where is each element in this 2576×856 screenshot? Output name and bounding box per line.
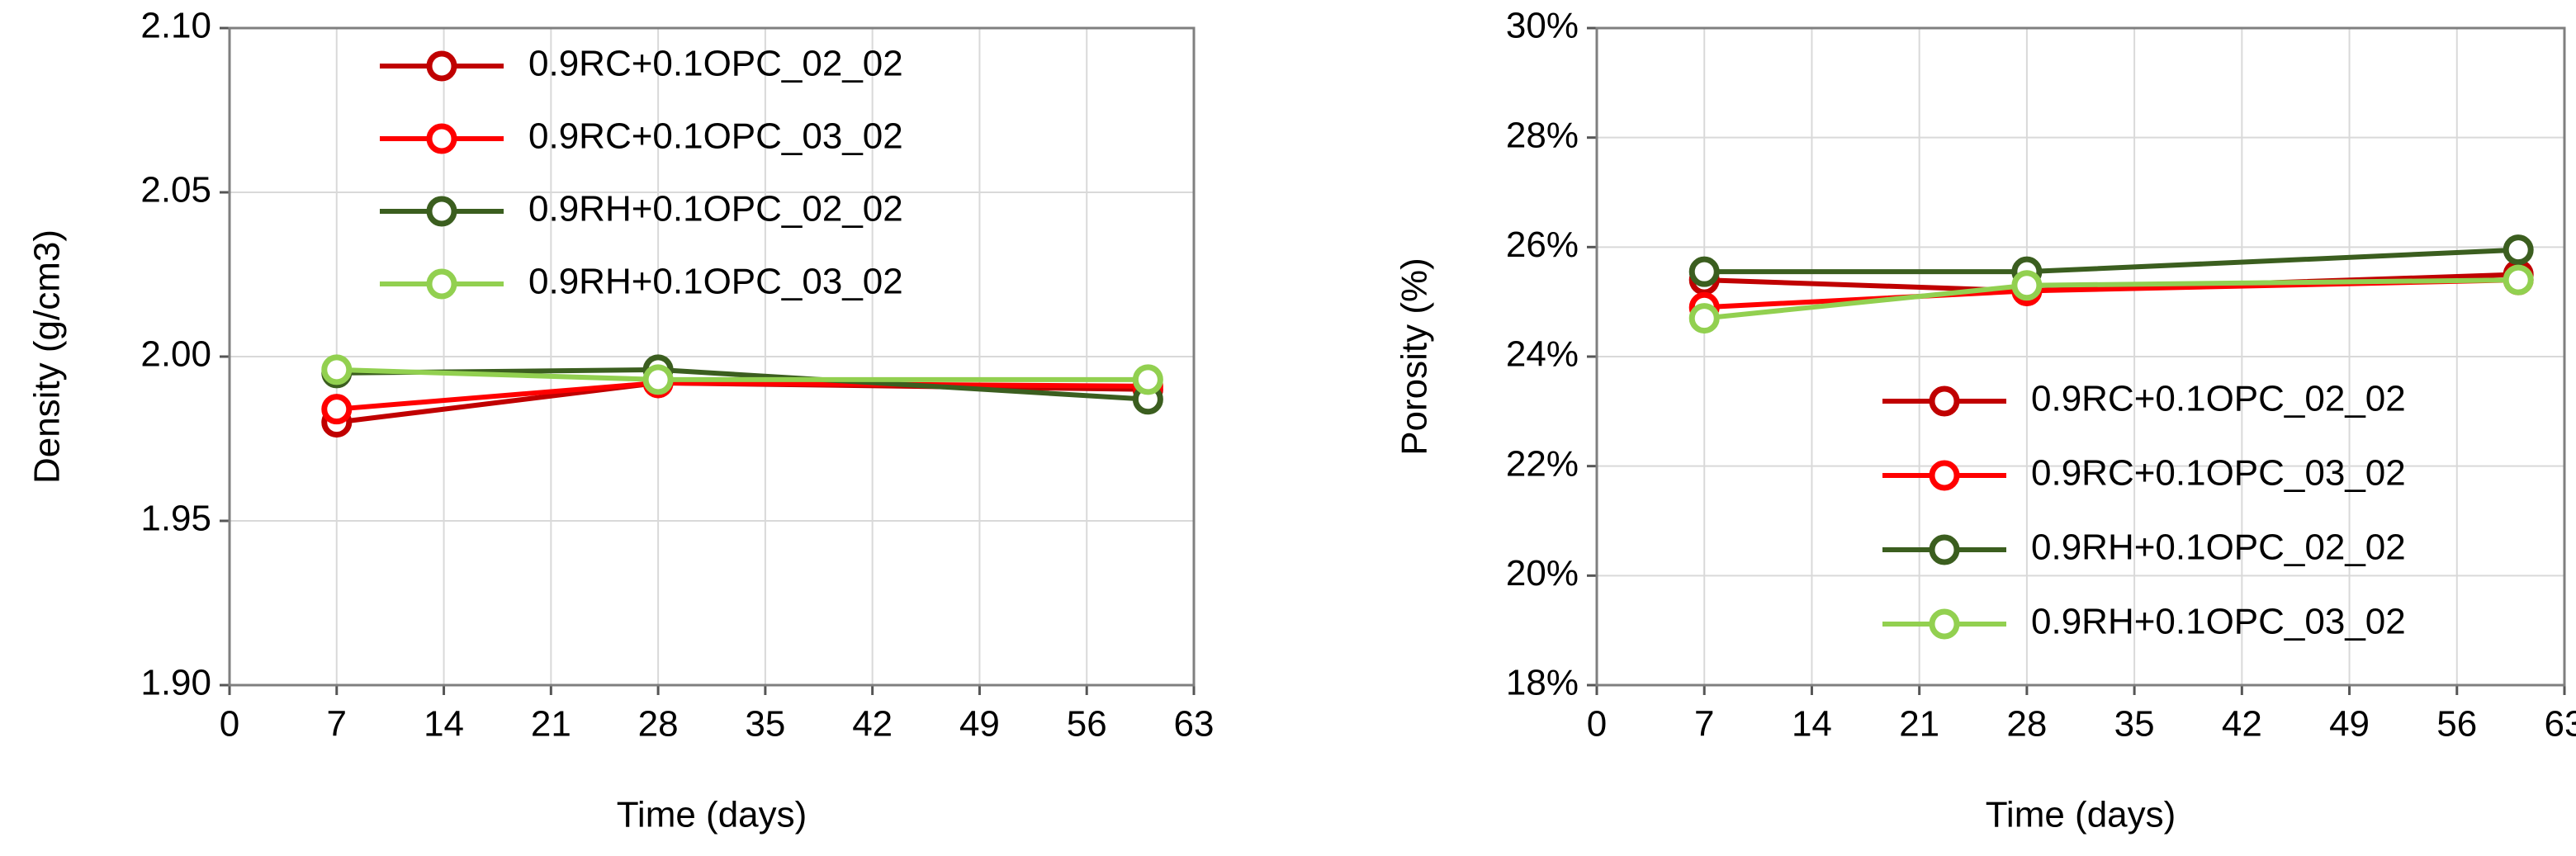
x-tick-label: 21 <box>1899 704 1939 745</box>
x-tick-label: 28 <box>2006 704 2047 745</box>
y-tick-label: 2.05 <box>140 170 211 210</box>
x-tick-label: 35 <box>2114 704 2155 745</box>
legend-marker <box>1929 608 1960 640</box>
y-tick-label: 26% <box>1506 225 1579 265</box>
legend-marker <box>426 50 457 82</box>
y-tick-label: 20% <box>1506 553 1579 594</box>
x-tick-label: 49 <box>959 704 1000 745</box>
data-marker <box>2503 234 2534 266</box>
legend-label: 0.9RH+0.1OPC_02_02 <box>2031 527 2406 568</box>
legend-label: 0.9RC+0.1OPC_02_02 <box>528 44 903 84</box>
x-tick-label: 42 <box>2222 704 2262 745</box>
data-marker <box>1688 256 1720 287</box>
data-marker <box>1688 303 1720 334</box>
data-marker <box>2011 270 2043 301</box>
data-marker <box>1132 364 1163 395</box>
data-marker <box>321 394 353 425</box>
data-marker <box>321 354 353 385</box>
x-axis-label: Time (days) <box>1986 795 2176 835</box>
x-tick-label: 63 <box>2545 704 2576 745</box>
plot-frame <box>1595 26 2566 687</box>
legend-label: 0.9RH+0.1OPC_02_02 <box>528 189 903 229</box>
y-tick-label: 1.90 <box>140 663 211 703</box>
plot-frame <box>228 26 1196 687</box>
x-tick-label: 28 <box>638 704 679 745</box>
data-marker <box>2503 264 2534 296</box>
y-tick-label: 2.00 <box>140 334 211 375</box>
y-axis-label: Porosity (%) <box>1395 258 1435 456</box>
x-tick-label: 14 <box>1792 704 1832 745</box>
legend-label: 0.9RH+0.1OPC_03_02 <box>2031 602 2406 642</box>
data-marker <box>642 364 674 395</box>
y-tick-label: 30% <box>1506 6 1579 46</box>
x-tick-label: 7 <box>327 704 347 745</box>
x-tick-label: 14 <box>424 704 464 745</box>
x-tick-label: 0 <box>220 704 239 745</box>
x-tick-label: 56 <box>1067 704 1107 745</box>
x-tick-label: 35 <box>745 704 785 745</box>
data-line <box>1704 247 2519 275</box>
y-tick-label: 1.95 <box>140 499 211 539</box>
legend-marker <box>426 123 457 154</box>
x-tick-label: 7 <box>1694 704 1714 745</box>
x-tick-label: 0 <box>1587 704 1607 745</box>
x-tick-label: 63 <box>1174 704 1215 745</box>
y-tick-label: 18% <box>1506 663 1579 703</box>
y-tick-label: 2.10 <box>140 6 211 46</box>
y-tick-label: 24% <box>1506 334 1579 375</box>
legend-label: 0.9RC+0.1OPC_03_02 <box>528 116 903 157</box>
x-tick-label: 42 <box>852 704 893 745</box>
x-axis-label: Time (days) <box>617 795 807 835</box>
y-tick-label: 28% <box>1506 115 1579 155</box>
legend-label: 0.9RC+0.1OPC_02_02 <box>2031 379 2406 419</box>
x-tick-label: 21 <box>531 704 571 745</box>
legend-marker <box>1929 460 1960 491</box>
data-line <box>336 380 1148 425</box>
x-tick-label: 49 <box>2329 704 2370 745</box>
legend-marker <box>1929 385 1960 417</box>
legend-marker <box>1929 534 1960 565</box>
y-tick-label: 22% <box>1506 443 1579 484</box>
legend-marker <box>426 268 457 300</box>
legend-label: 0.9RC+0.1OPC_03_02 <box>2031 453 2406 494</box>
y-axis-label: Density (g/cm3) <box>27 229 68 484</box>
legend-marker <box>426 196 457 227</box>
x-tick-label: 56 <box>2436 704 2477 745</box>
legend-label: 0.9RH+0.1OPC_03_02 <box>528 262 903 302</box>
